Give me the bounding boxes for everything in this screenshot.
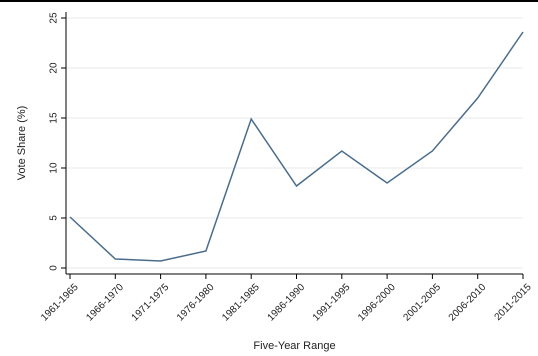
y-tick-label: 5	[49, 215, 60, 221]
y-tick-label: 20	[49, 62, 60, 74]
x-tick-label: 1976-1980	[175, 282, 217, 324]
x-tick-label: 1986-1990	[266, 282, 308, 324]
x-axis-title: Five-Year Range	[253, 340, 335, 352]
x-tick-label: 1996-2000	[356, 282, 398, 324]
y-axis-title: Vote Share (%)	[16, 106, 28, 181]
y-tick-label: 0	[49, 265, 60, 271]
series-line-1	[69, 31, 524, 262]
x-tick-label: 1971-1975	[130, 282, 172, 324]
x-tick-label: 1966-1970	[84, 282, 126, 324]
x-tick-label: 2006-2010	[447, 282, 489, 324]
x-tick-label: 1961-1965	[39, 282, 81, 324]
x-tick-label: 2011-2015	[493, 282, 534, 323]
x-tick-label: 2001-2005	[401, 282, 443, 324]
y-tick-label: 10	[49, 162, 60, 174]
y-tick-label: 25	[49, 12, 60, 24]
y-tick-label: 15	[49, 112, 60, 124]
x-tick-label: 1981-1985	[220, 282, 262, 324]
x-tick-label: 1991-1995	[311, 282, 353, 324]
